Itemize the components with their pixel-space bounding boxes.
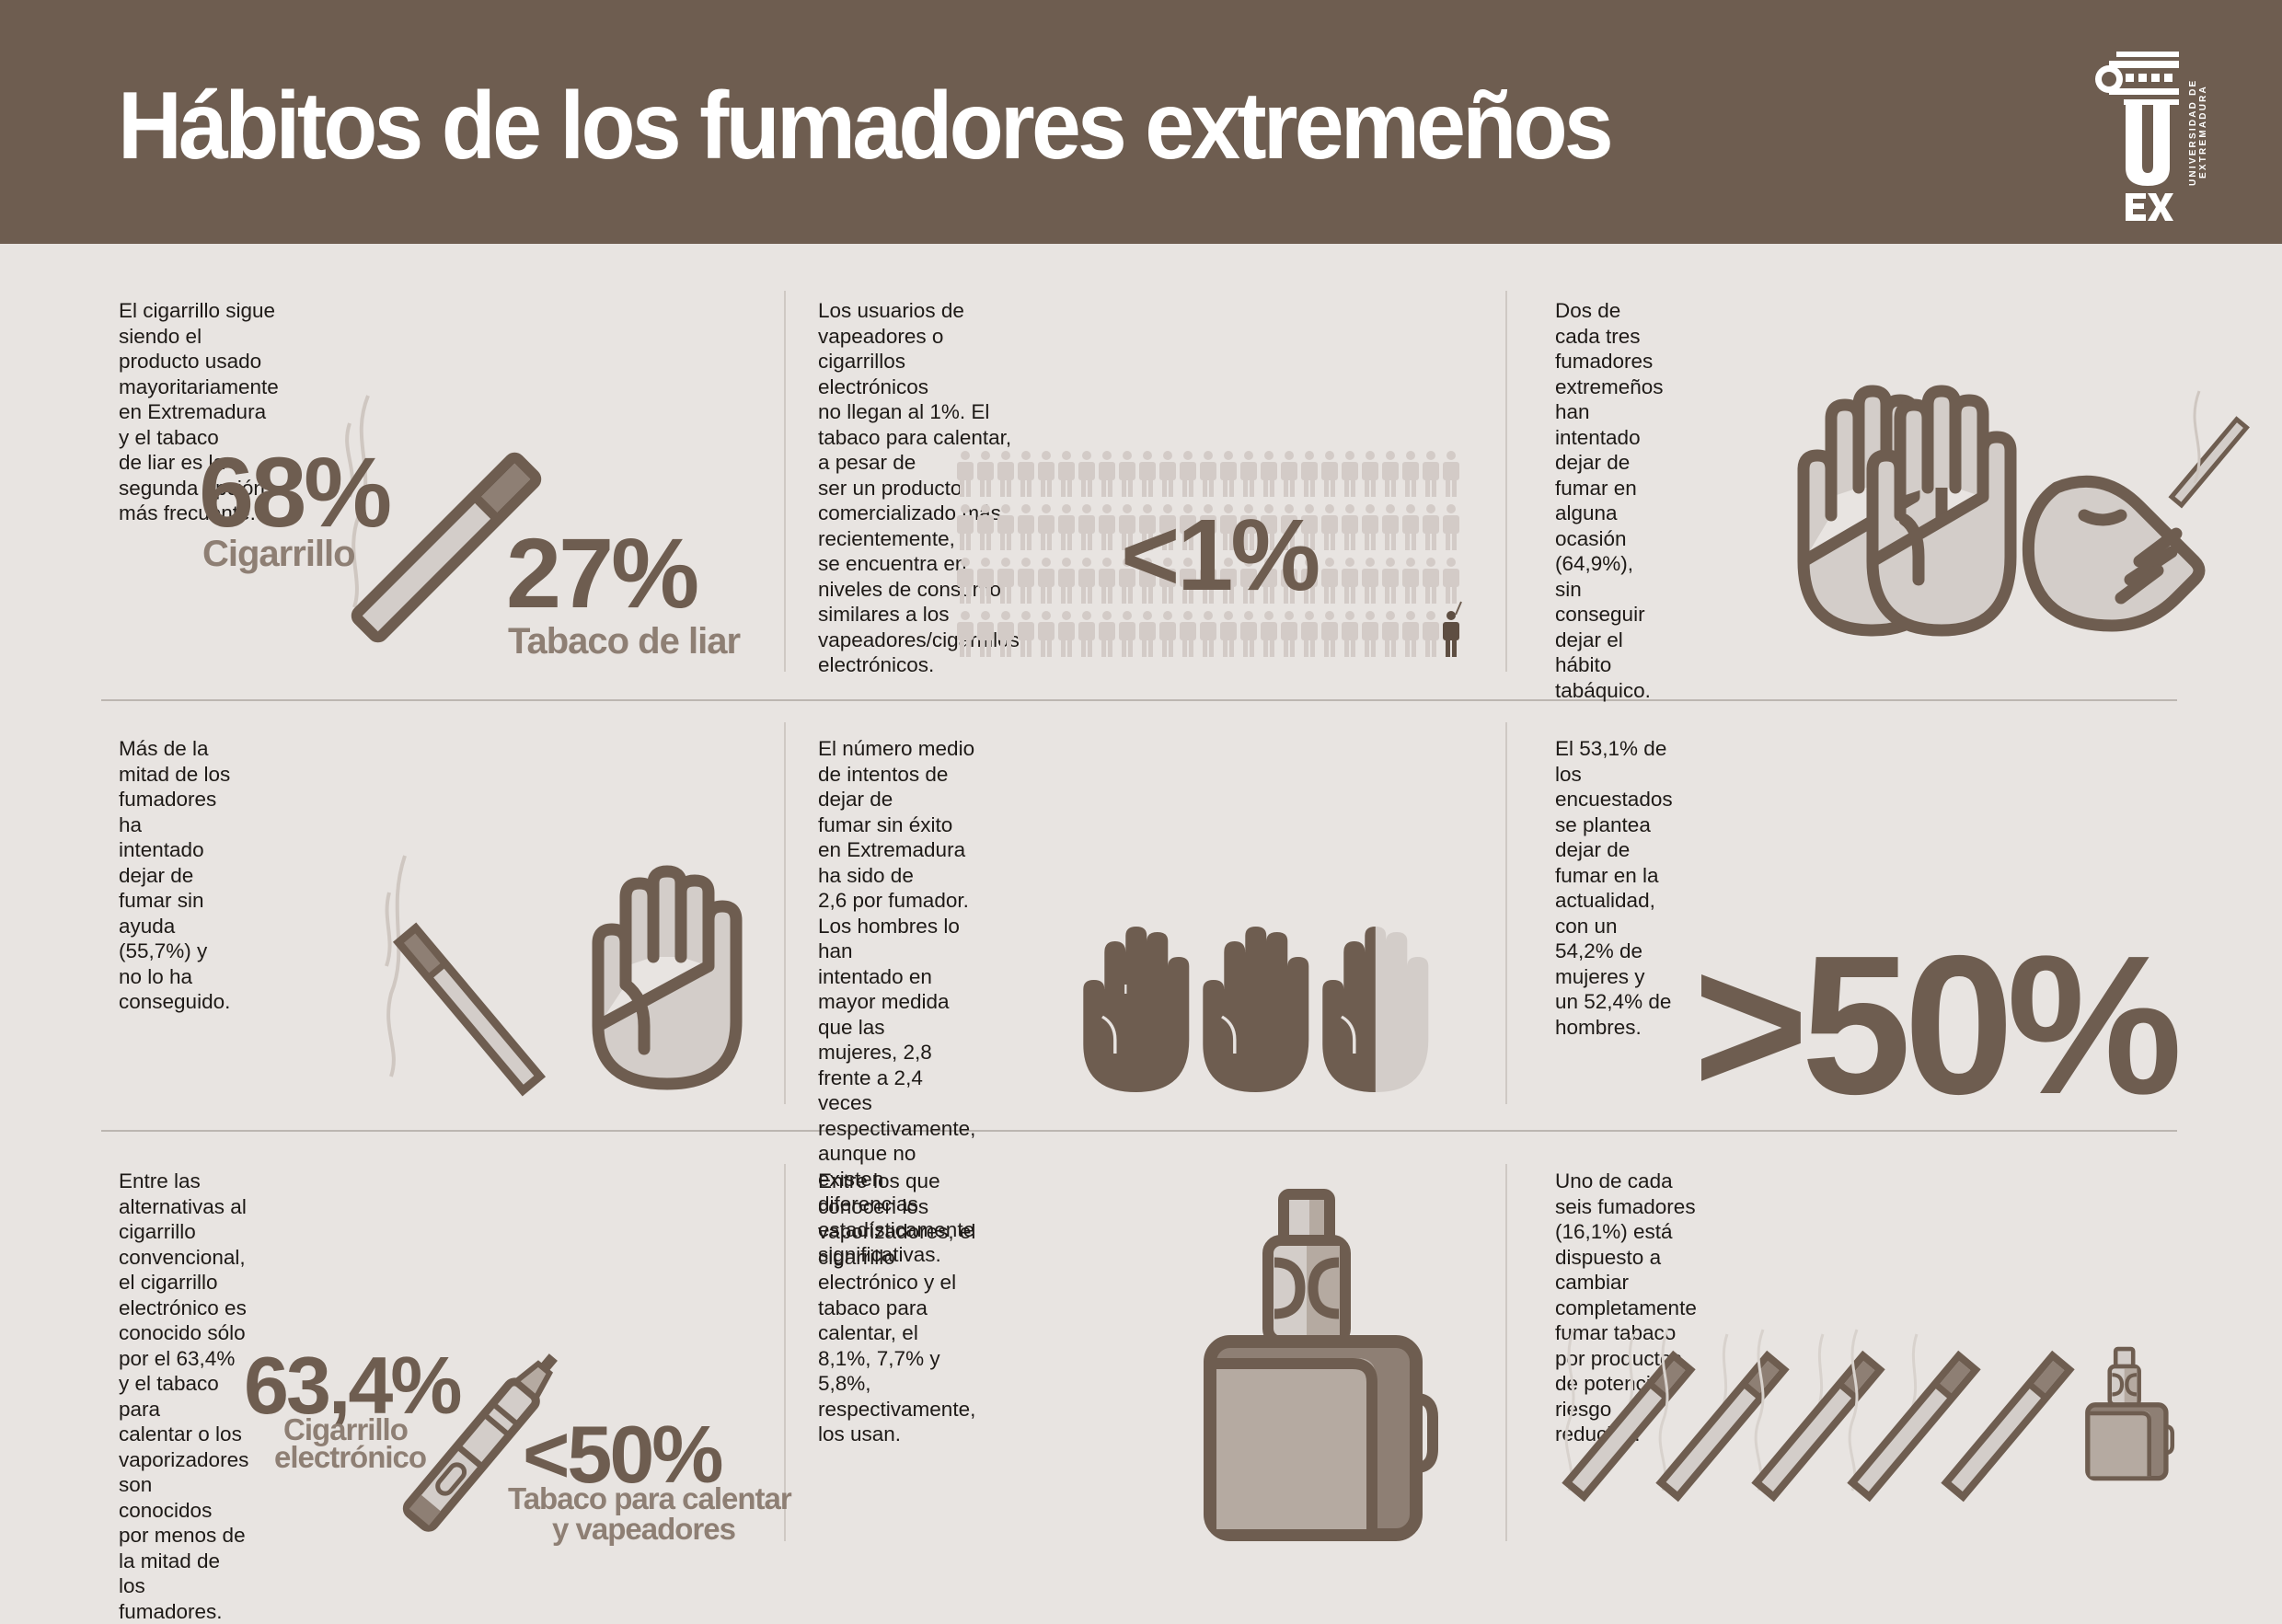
e-cigarette-icon	[402, 1353, 558, 1532]
panel-text: El cigarrillo sigue siendo el producto u…	[119, 299, 279, 524]
panel-text: El 53,1% de los encuestados se plantea d…	[1555, 737, 1673, 1039]
stat-ecig-known-value: 63,4%	[244, 1340, 463, 1431]
page-title: Hábitos de los fumadores extremeños	[118, 73, 1614, 179]
panel-text: Uno de cada seis fumadores (16,1%) está …	[1555, 1169, 1697, 1445]
column-divider	[784, 291, 786, 672]
stat-ecig-known-label-1: Cigarrillo	[283, 1412, 409, 1446]
panel-text: Entre los que conocen los vaporizadores,…	[818, 1169, 976, 1445]
three-hands-icon	[1083, 927, 1429, 1092]
panel-text: El número medio de intentos de dejar de …	[818, 737, 976, 1266]
highlighted-person-icon	[1443, 601, 1462, 657]
smoke-icon	[345, 395, 370, 608]
header-banner: Hábitos de los fumadores extremeños UNIV…	[0, 0, 2282, 244]
hands-and-smoking-hand-icon	[1797, 385, 2250, 637]
stat-others-known-label-1: Tabaco para calentar	[508, 1481, 792, 1515]
vaporizer-box-icon	[1204, 1189, 1438, 1541]
row-divider	[101, 699, 2177, 701]
stat-cigarette-value: 68%	[199, 436, 392, 547]
logo-vertical-text: UNIVERSIDAD DE EXTREMADURA	[2188, 78, 2208, 186]
stat-ecig-known-label-2: electrónico	[274, 1440, 427, 1474]
cigarette-icon	[351, 452, 542, 643]
column-divider	[1505, 722, 1507, 1104]
panel-text: Los usuarios de vapeadores o cigarrillos…	[818, 299, 1020, 676]
panel-text: Entre las alternativas al cigarrillo con…	[119, 1169, 249, 1623]
cigarette-icon	[392, 922, 547, 1097]
column-divider	[784, 1164, 786, 1541]
people-grid-icon	[957, 451, 1462, 657]
panel-text: Más de la mitad de los fumadores ha inte…	[119, 737, 231, 1013]
column-divider	[1505, 291, 1507, 672]
stat-others-known-value: <50%	[523, 1409, 724, 1500]
five-cigarettes-and-vaporizer-icon	[1555, 1328, 2175, 1500]
stat-rolling-tobacco-value: 27%	[506, 517, 699, 628]
smoke-icon	[385, 855, 407, 1077]
stat-cigarette-label: Cigarrillo	[202, 534, 356, 574]
row-divider	[101, 1130, 2177, 1132]
panel-text: Dos de cada tres fumadores extremeños ha…	[1555, 299, 1664, 702]
stat-plan-to-quit-value: >50%	[1693, 914, 2183, 1135]
column-divider	[1505, 1164, 1507, 1541]
stat-others-known-label-2: y vapeadores	[552, 1512, 736, 1546]
column-divider	[784, 722, 786, 1104]
stat-vapers-value: <1%	[1121, 499, 1320, 612]
stat-rolling-tobacco-label: Tabaco de liar	[508, 621, 741, 662]
uex-logo-icon	[2095, 52, 2179, 221]
stop-hand-icon	[592, 865, 743, 1090]
